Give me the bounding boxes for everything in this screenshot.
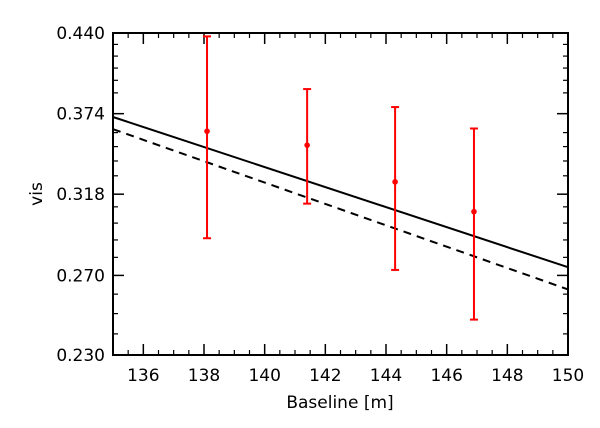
x-tick-label: 144 — [370, 366, 402, 386]
x-tick-label: 138 — [188, 366, 220, 386]
fit-lines — [112, 116, 569, 291]
data-point — [471, 208, 477, 215]
y-axis: 0.230 0.270 0.318 0.374 0.440 — [56, 24, 568, 366]
y-tick-label: 0.318 — [56, 185, 105, 205]
x-tick-label: 140 — [248, 366, 280, 386]
solid-model-line — [112, 116, 569, 269]
x-tick-label: 142 — [309, 366, 341, 386]
x-tick-label: 150 — [552, 366, 584, 386]
y-tick-label: 0.270 — [56, 266, 105, 286]
y-tick-label: 0.374 — [56, 105, 105, 125]
x-axis-label: Baseline [m] — [286, 393, 393, 413]
x-tick-label: 146 — [430, 366, 462, 386]
data-point — [204, 128, 210, 135]
x-axis: 136 138 140 142 144 146 148 150 — [112, 33, 584, 386]
data-point — [304, 142, 310, 148]
data-point — [392, 179, 398, 185]
plot-frame — [112, 32, 569, 356]
y-tick-label: 0.230 — [56, 346, 105, 366]
y-tick-label: 0.440 — [56, 24, 105, 44]
x-tick-label: 148 — [491, 366, 523, 386]
data-points — [203, 35, 478, 321]
dashed-model-line — [112, 128, 569, 291]
x-tick-label: 136 — [127, 366, 159, 386]
y-axis-label: vis — [27, 182, 47, 206]
